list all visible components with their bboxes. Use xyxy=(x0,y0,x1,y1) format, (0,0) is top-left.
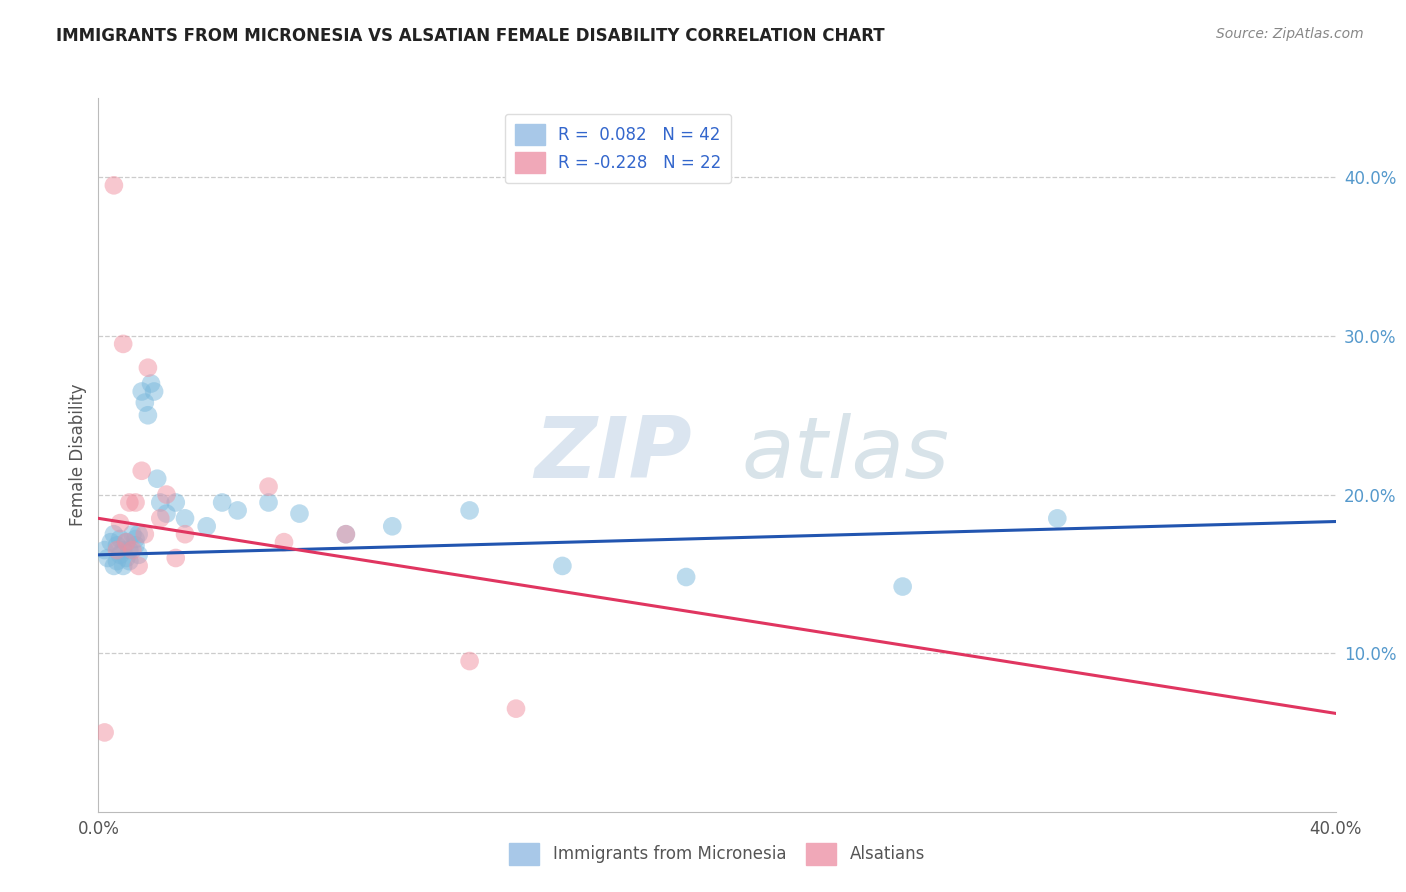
Point xyxy=(128,527,150,541)
Point xyxy=(505,701,527,715)
Point xyxy=(121,527,143,541)
Point xyxy=(149,511,172,525)
Point xyxy=(174,511,197,525)
Point xyxy=(458,654,481,668)
Point xyxy=(103,558,125,573)
Point xyxy=(112,543,135,558)
Point xyxy=(288,507,311,521)
Point xyxy=(211,495,233,509)
Point xyxy=(124,532,146,546)
Point xyxy=(103,527,125,541)
Point xyxy=(381,519,404,533)
Point xyxy=(146,472,169,486)
Point xyxy=(458,503,481,517)
Point xyxy=(335,527,357,541)
Text: atlas: atlas xyxy=(742,413,950,497)
Point xyxy=(128,548,150,562)
Point xyxy=(112,337,135,351)
Y-axis label: Female Disability: Female Disability xyxy=(69,384,87,526)
Point xyxy=(174,527,197,541)
Point xyxy=(155,487,177,501)
Point xyxy=(136,409,159,423)
Point xyxy=(675,570,697,584)
Point xyxy=(195,519,218,533)
Point xyxy=(226,503,249,517)
Point xyxy=(257,480,280,494)
Point xyxy=(335,527,357,541)
Point xyxy=(115,535,138,549)
Point xyxy=(1046,511,1069,525)
Point xyxy=(131,464,153,478)
Point xyxy=(143,384,166,399)
Point xyxy=(134,395,156,409)
Point xyxy=(100,535,122,549)
Point xyxy=(112,558,135,573)
Point xyxy=(139,376,162,391)
Point xyxy=(115,535,138,549)
Point xyxy=(103,178,125,193)
Legend: Immigrants from Micronesia, Alsatians: Immigrants from Micronesia, Alsatians xyxy=(502,837,932,871)
Point xyxy=(115,551,138,566)
Point xyxy=(108,516,131,530)
Point xyxy=(128,558,150,573)
Point xyxy=(124,538,146,552)
Point xyxy=(134,527,156,541)
Point xyxy=(155,507,177,521)
Point xyxy=(105,554,128,568)
Point xyxy=(273,535,295,549)
Point xyxy=(108,532,131,546)
Point xyxy=(149,495,172,509)
Point xyxy=(165,551,187,566)
Point xyxy=(131,384,153,399)
Point xyxy=(118,543,141,558)
Point xyxy=(105,543,128,558)
Point xyxy=(551,558,574,573)
Point xyxy=(108,548,131,562)
Point xyxy=(105,538,128,552)
Point xyxy=(97,551,120,566)
Text: ZIP: ZIP xyxy=(534,413,692,497)
Text: IMMIGRANTS FROM MICRONESIA VS ALSATIAN FEMALE DISABILITY CORRELATION CHART: IMMIGRANTS FROM MICRONESIA VS ALSATIAN F… xyxy=(56,27,884,45)
Point xyxy=(165,495,187,509)
Point xyxy=(118,554,141,568)
Point xyxy=(124,495,146,509)
Point xyxy=(121,543,143,558)
Point xyxy=(257,495,280,509)
Point xyxy=(891,580,914,594)
Point xyxy=(93,543,115,558)
Point xyxy=(93,725,115,739)
Text: Source: ZipAtlas.com: Source: ZipAtlas.com xyxy=(1216,27,1364,41)
Point xyxy=(136,360,159,375)
Point xyxy=(118,495,141,509)
